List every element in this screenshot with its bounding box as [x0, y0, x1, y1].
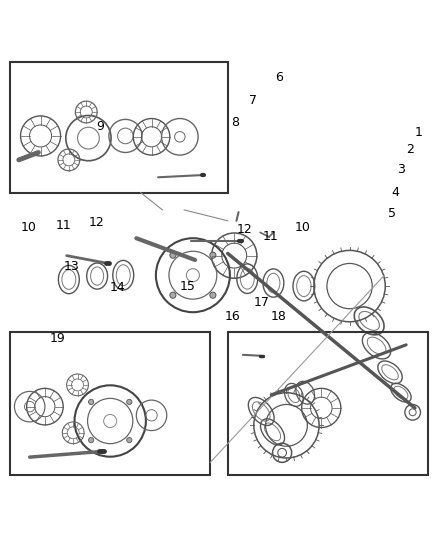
Text: 3: 3 — [397, 164, 405, 176]
Text: 15: 15 — [180, 280, 196, 293]
Circle shape — [127, 399, 132, 405]
Bar — [10, 62, 228, 192]
Bar — [10, 332, 210, 475]
Text: 12: 12 — [237, 223, 252, 236]
Text: 13: 13 — [64, 260, 80, 273]
Text: 5: 5 — [388, 207, 396, 220]
Text: 10: 10 — [21, 221, 36, 234]
Circle shape — [88, 438, 94, 443]
Text: 18: 18 — [271, 310, 287, 323]
Text: 1: 1 — [414, 126, 422, 139]
Circle shape — [127, 438, 132, 443]
Text: 12: 12 — [88, 216, 104, 230]
Text: 7: 7 — [249, 94, 257, 107]
Circle shape — [210, 292, 216, 298]
Bar — [228, 332, 428, 475]
Text: 14: 14 — [110, 281, 126, 294]
Text: 11: 11 — [262, 230, 278, 244]
Text: 6: 6 — [275, 71, 283, 84]
Text: 11: 11 — [55, 219, 71, 232]
Circle shape — [170, 252, 176, 259]
Text: 9: 9 — [97, 120, 105, 133]
Circle shape — [170, 292, 176, 298]
Text: 8: 8 — [231, 116, 239, 128]
Text: 10: 10 — [295, 221, 311, 234]
Text: 2: 2 — [406, 143, 413, 156]
Text: 17: 17 — [254, 296, 270, 309]
Circle shape — [88, 399, 94, 405]
Circle shape — [210, 252, 216, 259]
Text: 16: 16 — [225, 310, 241, 323]
Text: 4: 4 — [391, 186, 399, 199]
Text: 19: 19 — [49, 332, 65, 345]
